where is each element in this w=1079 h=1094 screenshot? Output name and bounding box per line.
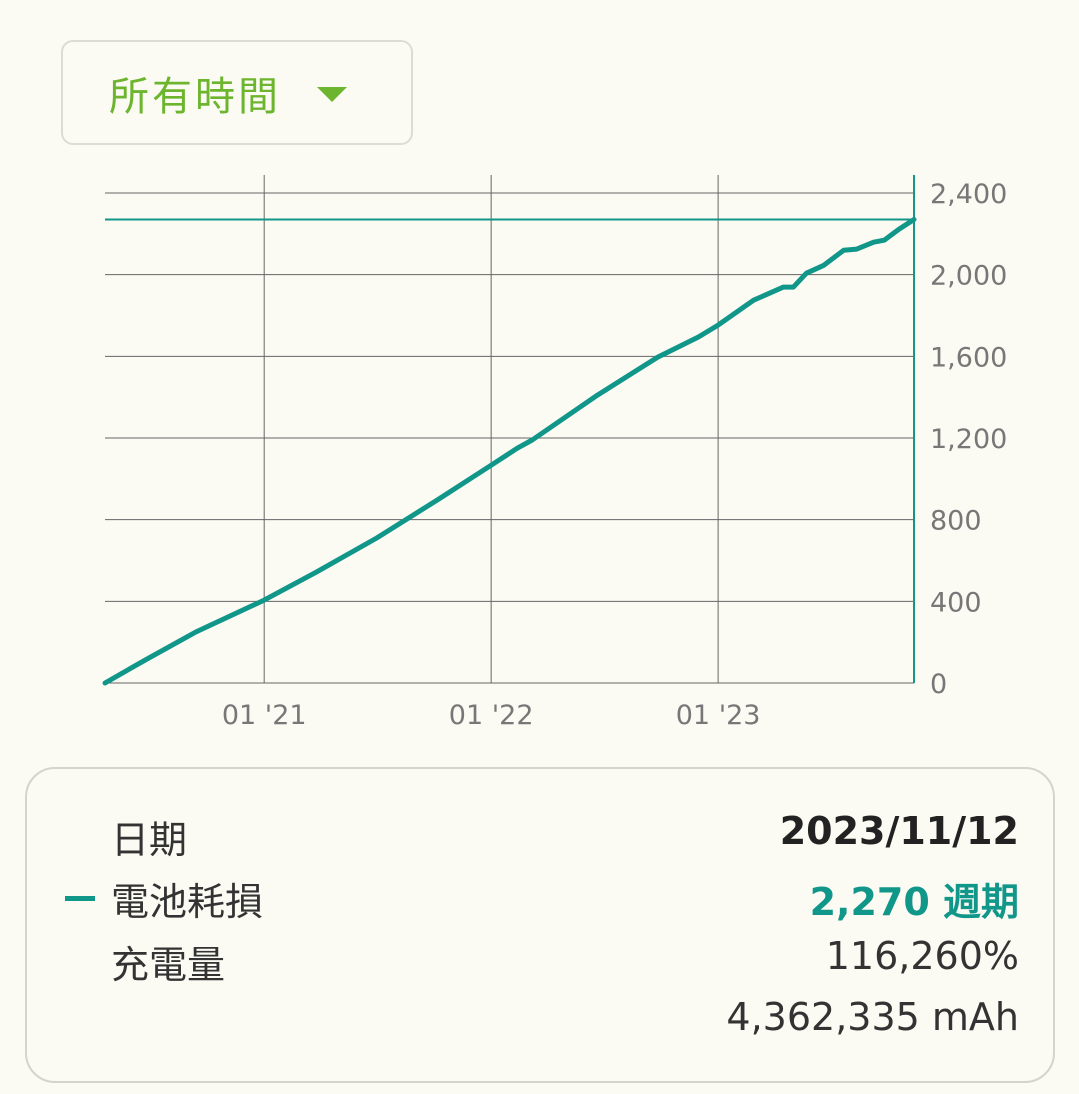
details-panel: 日期 2023/11/12 電池耗損 2,270 週期 充電量 116,260%… — [25, 767, 1055, 1083]
y-tick-label: 1,200 — [930, 424, 1007, 455]
y-tick-label: 2,000 — [930, 261, 1007, 292]
wear-value: 2,270 週期 — [809, 880, 1019, 924]
x-tick-label: 01 '22 — [449, 700, 534, 731]
charge-percent: 116,260% — [825, 934, 1019, 978]
series-legend-marker — [65, 896, 95, 901]
x-tick-label: 01 '23 — [676, 700, 761, 731]
date-value: 2023/11/12 — [779, 809, 1019, 853]
charge-label: 充電量 — [111, 943, 226, 987]
x-tick-label: 01 '21 — [222, 700, 307, 731]
y-tick-label: 800 — [930, 506, 982, 537]
wear-label: 電池耗損 — [111, 880, 264, 924]
battery-wear-chart[interactable]: 0 400 800 1,200 1,600 2,000 2,400 01 '21 01 '22 0… — [0, 0, 1079, 760]
y-tick-label: 1,600 — [930, 342, 1007, 373]
time-range-dropdown[interactable]: 所有時間 — [61, 40, 413, 145]
dropdown-arrow-icon — [317, 87, 347, 102]
series-line — [102, 217, 917, 686]
charge-mah: 4,362,335 mAh — [726, 995, 1019, 1039]
time-range-label: 所有時間 — [109, 73, 281, 120]
y-tick-label: 0 — [930, 669, 947, 700]
date-label: 日期 — [111, 818, 188, 862]
y-tick-label: 400 — [930, 587, 982, 618]
y-tick-label: 2,400 — [930, 179, 1007, 210]
